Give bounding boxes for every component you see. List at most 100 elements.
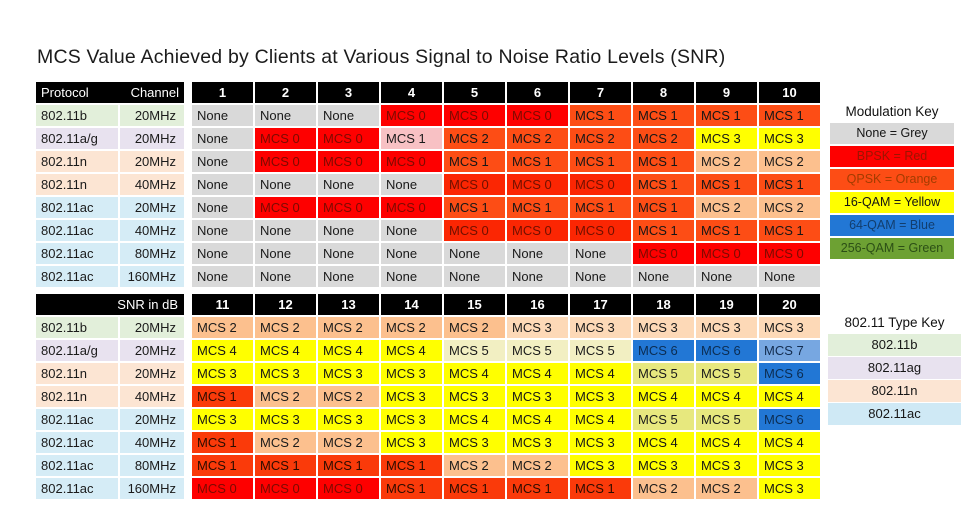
mcs-cell: MCS 3 <box>381 363 442 384</box>
channel-cell: 20MHz <box>120 197 184 218</box>
mcs-cell: MCS 5 <box>507 340 568 361</box>
mcs-cell: MCS 1 <box>381 128 442 149</box>
mcs-cell: MCS 3 <box>759 128 820 149</box>
table-gap <box>186 455 190 476</box>
mcs-cell: MCS 4 <box>381 340 442 361</box>
mcs-cell: MCS 2 <box>570 128 631 149</box>
mcs-cell: None <box>507 266 568 287</box>
mcs-cell: MCS 0 <box>570 220 631 241</box>
snr-column-header: 3 <box>318 82 379 103</box>
mcs-cell: MCS 0 <box>381 151 442 172</box>
protocol-cell: 802.11ac <box>36 409 118 430</box>
protocol-cell: 802.11ac <box>36 455 118 476</box>
table-gap <box>186 220 190 241</box>
mcs-cell: MCS 2 <box>633 478 694 499</box>
mcs-cell: None <box>192 220 253 241</box>
snr-column-header: 5 <box>444 82 505 103</box>
snr-column-header: 16 <box>507 294 568 315</box>
mcs-cell: MCS 2 <box>507 455 568 476</box>
protocol-cell: 802.11n <box>36 363 118 384</box>
table-gap <box>186 317 190 338</box>
mcs-cell: MCS 2 <box>444 455 505 476</box>
mcs-cell: None <box>192 243 253 264</box>
mcs-cell: MCS 3 <box>759 478 820 499</box>
channel-cell: 20MHz <box>120 363 184 384</box>
modulation-key: Modulation Key None = Grey BPSK = Red QPSK… <box>830 104 954 259</box>
table-gap <box>186 151 190 172</box>
protocol-cell: 802.11n <box>36 386 118 407</box>
mcs-cell: None <box>759 266 820 287</box>
mcs-cell: MCS 0 <box>696 243 757 264</box>
mcs-cell: MCS 3 <box>570 432 631 453</box>
mcs-cell: MCS 1 <box>696 174 757 195</box>
mcs-cell: MCS 4 <box>444 409 505 430</box>
table-gap <box>186 243 190 264</box>
protocol-cell: 802.11ac <box>36 220 118 241</box>
mcs-cell: MCS 1 <box>696 220 757 241</box>
mcs-cell: MCS 3 <box>381 432 442 453</box>
mcs-cell: MCS 4 <box>507 409 568 430</box>
mcs-cell: MCS 2 <box>318 317 379 338</box>
mcs-cell: MCS 2 <box>696 197 757 218</box>
mcs-cell: None <box>696 266 757 287</box>
table-gap <box>186 294 190 315</box>
mcs-cell: MCS 0 <box>318 128 379 149</box>
mcs-cell: MCS 3 <box>192 363 253 384</box>
mcs-cell: MCS 2 <box>507 128 568 149</box>
table-gap <box>186 386 190 407</box>
snr-column-header: 7 <box>570 82 631 103</box>
mcs-cell: MCS 3 <box>633 317 694 338</box>
mcs-cell: MCS 1 <box>633 174 694 195</box>
snr-column-header: 18 <box>633 294 694 315</box>
mcs-cell: MCS 4 <box>255 340 316 361</box>
protocol-cell: 802.11a/g <box>36 340 118 361</box>
mcs-cell: MCS 4 <box>570 409 631 430</box>
snr-column-header: 20 <box>759 294 820 315</box>
mcs-cell: MCS 4 <box>696 432 757 453</box>
mcs-cell: None <box>381 243 442 264</box>
mcs-cell: MCS 2 <box>381 317 442 338</box>
mcs-cell: MCS 5 <box>444 340 505 361</box>
mcs-cell: MCS 6 <box>759 409 820 430</box>
modulation-key-item: None = Grey <box>830 123 954 144</box>
type-key-item: 802.11n <box>828 380 961 402</box>
mcs-cell: MCS 3 <box>255 409 316 430</box>
mcs-cell: MCS 0 <box>444 105 505 126</box>
table-gap <box>186 174 190 195</box>
mcs-cell: MCS 1 <box>633 197 694 218</box>
mcs-cell: MCS 2 <box>759 151 820 172</box>
snr-column-header: 17 <box>570 294 631 315</box>
mcs-cell: MCS 1 <box>192 432 253 453</box>
type-key-item: 802.11ac <box>828 403 961 425</box>
snr-column-header: 14 <box>381 294 442 315</box>
snr-column-header: 19 <box>696 294 757 315</box>
mcs-cell: None <box>318 220 379 241</box>
mcs-cell: MCS 3 <box>507 317 568 338</box>
table-gap <box>186 363 190 384</box>
mcs-cell: None <box>255 243 316 264</box>
mcs-cell: None <box>192 174 253 195</box>
snr-column-header: 12 <box>255 294 316 315</box>
mcs-cell: None <box>192 128 253 149</box>
mcs-cell: MCS 0 <box>318 478 379 499</box>
mcs-cell: MCS 3 <box>696 317 757 338</box>
mcs-cell: MCS 0 <box>381 105 442 126</box>
mcs-cell: MCS 4 <box>192 340 253 361</box>
mcs-cell: MCS 2 <box>192 317 253 338</box>
mcs-cell: MCS 6 <box>633 340 694 361</box>
mcs-cell: MCS 0 <box>444 220 505 241</box>
mcs-cell: MCS 1 <box>570 105 631 126</box>
snr-column-header: 9 <box>696 82 757 103</box>
channel-cell: 80MHz <box>120 243 184 264</box>
mcs-cell: MCS 4 <box>759 432 820 453</box>
protocol-cell: 802.11ac <box>36 478 118 499</box>
mcs-cell: MCS 4 <box>507 363 568 384</box>
mcs-cell: MCS 1 <box>633 220 694 241</box>
snr-column-header: 1 <box>192 82 253 103</box>
mcs-cell: MCS 4 <box>759 386 820 407</box>
page-title: MCS Value Achieved by Clients at Various… <box>37 46 726 68</box>
mcs-cell: MCS 2 <box>444 317 505 338</box>
mcs-cell: MCS 4 <box>318 340 379 361</box>
mcs-cell: None <box>633 266 694 287</box>
mcs-cell: MCS 5 <box>633 409 694 430</box>
